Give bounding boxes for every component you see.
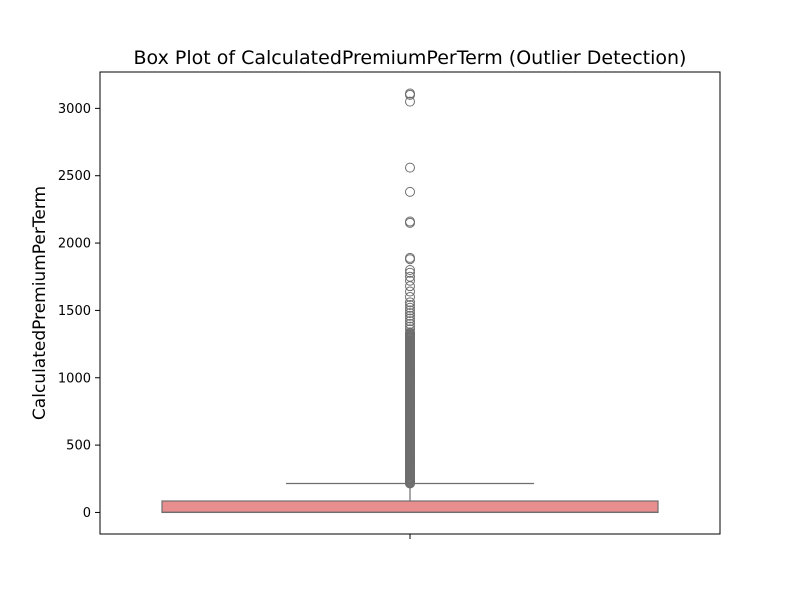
outlier-point (405, 313, 415, 324)
outlier-point (405, 216, 415, 227)
outlier-point (405, 286, 415, 297)
y-tick-label: 2500 (58, 169, 91, 184)
y-tick-label: 1000 (58, 371, 91, 386)
outlier-point (405, 186, 415, 197)
outlier-point (405, 316, 415, 327)
plot-area (161, 88, 659, 514)
outlier-point (405, 271, 415, 282)
y-axis-label: CalculatedPremiumPerTerm (30, 186, 50, 420)
outlier-point (405, 302, 415, 313)
outlier-point (405, 96, 415, 107)
y-tick-label: 0 (83, 506, 91, 521)
outlier-point (405, 318, 415, 329)
outlier-point (405, 252, 415, 263)
outlier-point (405, 88, 415, 99)
outlier-point (405, 324, 415, 335)
outlier-point (405, 321, 415, 332)
y-tick-label: 2000 (58, 237, 91, 252)
outlier-point (405, 162, 415, 173)
outlier-point (405, 265, 415, 275)
y-tick-label: 1500 (58, 304, 91, 319)
outlier-point (405, 327, 415, 338)
outlier-point (405, 275, 415, 286)
outlier-point (405, 291, 415, 302)
outlier-point (405, 305, 415, 316)
chart-title: Box Plot of CalculatedPremiumPerTerm (Ou… (134, 47, 687, 69)
outlier-point (405, 308, 415, 319)
outlier-point (405, 281, 415, 292)
outlier-point (405, 267, 415, 278)
iqr-box (161, 500, 659, 514)
outlier-point (405, 310, 415, 321)
y-tick-label: 500 (66, 439, 91, 454)
y-tick-label: 3000 (58, 102, 91, 117)
outlier-point (405, 300, 415, 311)
outlier-point (405, 297, 415, 308)
